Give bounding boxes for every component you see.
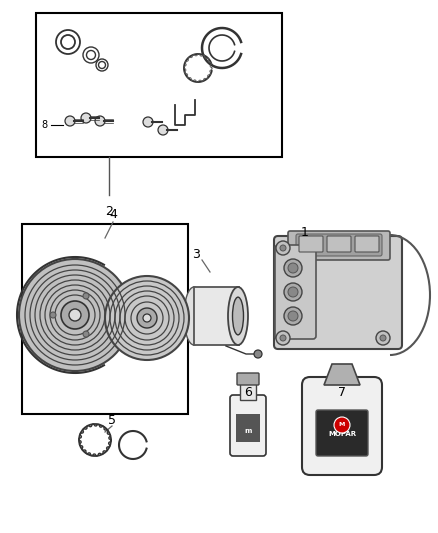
Ellipse shape (233, 297, 244, 335)
FancyBboxPatch shape (274, 236, 402, 349)
Circle shape (19, 259, 131, 371)
Circle shape (276, 241, 290, 255)
Circle shape (143, 117, 153, 127)
Circle shape (280, 245, 286, 251)
Circle shape (83, 47, 99, 63)
Circle shape (334, 417, 350, 433)
Circle shape (276, 331, 290, 345)
Circle shape (50, 312, 56, 318)
Bar (240, 382, 256, 400)
FancyBboxPatch shape (296, 234, 382, 256)
Circle shape (284, 259, 302, 277)
FancyBboxPatch shape (288, 231, 390, 260)
Circle shape (254, 350, 262, 358)
Text: 5: 5 (108, 414, 116, 426)
Circle shape (61, 301, 89, 329)
Circle shape (137, 308, 157, 328)
Text: 8: 8 (41, 120, 47, 130)
Circle shape (61, 35, 75, 49)
Circle shape (69, 309, 81, 321)
Bar (22, 224, 188, 414)
Text: 6: 6 (244, 386, 252, 400)
Circle shape (380, 335, 386, 341)
Ellipse shape (228, 287, 248, 345)
Circle shape (83, 331, 89, 337)
Text: 7: 7 (338, 386, 346, 400)
Circle shape (376, 331, 390, 345)
Circle shape (284, 283, 302, 301)
Text: M: M (339, 423, 345, 427)
Text: 3: 3 (192, 248, 200, 262)
Circle shape (81, 113, 91, 123)
Circle shape (288, 311, 298, 321)
FancyBboxPatch shape (299, 236, 323, 252)
FancyBboxPatch shape (302, 377, 382, 475)
Circle shape (280, 335, 286, 341)
FancyBboxPatch shape (327, 236, 351, 252)
FancyBboxPatch shape (230, 395, 266, 456)
Circle shape (288, 287, 298, 297)
Circle shape (56, 30, 80, 54)
Ellipse shape (184, 287, 204, 345)
Text: 2: 2 (105, 205, 113, 218)
Circle shape (158, 125, 168, 135)
Circle shape (288, 263, 298, 273)
Circle shape (105, 276, 189, 360)
Text: 1: 1 (301, 225, 309, 238)
FancyBboxPatch shape (316, 410, 368, 456)
Circle shape (284, 307, 302, 325)
FancyBboxPatch shape (237, 373, 259, 385)
Text: m: m (244, 428, 252, 434)
FancyBboxPatch shape (355, 236, 379, 252)
FancyBboxPatch shape (275, 245, 316, 339)
Bar (236, 414, 260, 442)
Text: 4: 4 (109, 208, 117, 222)
Circle shape (96, 59, 108, 71)
Bar (36, 13, 282, 157)
Polygon shape (324, 364, 360, 385)
Bar (194, 287, 239, 345)
Circle shape (86, 51, 95, 60)
Circle shape (65, 116, 75, 126)
Circle shape (99, 61, 106, 69)
Circle shape (83, 293, 89, 299)
Text: MOPAR: MOPAR (328, 431, 356, 437)
Circle shape (95, 116, 105, 126)
Circle shape (143, 314, 151, 322)
